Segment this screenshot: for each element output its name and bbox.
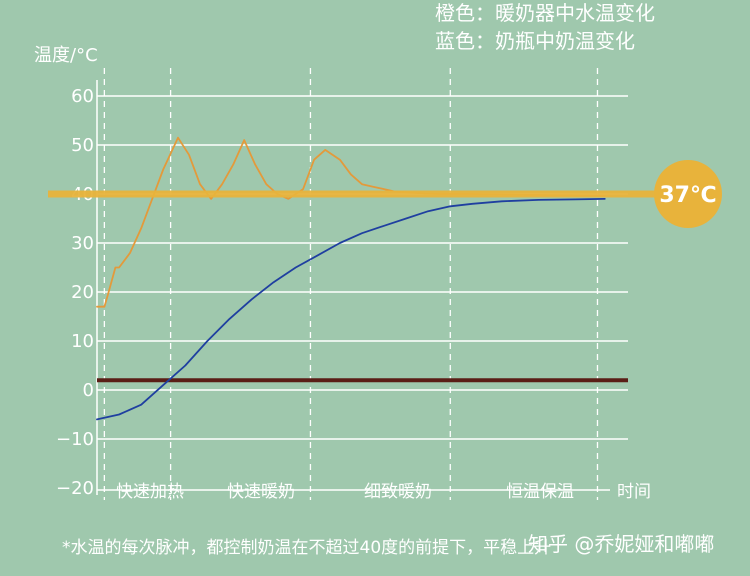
- legend-blue: 蓝色：奶瓶中奶温变化: [435, 29, 635, 53]
- target-badge: 37℃: [654, 160, 722, 228]
- phase-dividers: [103, 68, 599, 500]
- y-tick-6: 0: [83, 380, 94, 401]
- y-tick-3: 30: [71, 233, 94, 254]
- legend-orange: 橙色：暖奶器中水温变化: [435, 1, 655, 25]
- phase-label-0: 快速加热: [116, 482, 184, 502]
- y-tick-1: 50: [71, 135, 94, 156]
- target-badge-label: 37℃: [659, 183, 716, 208]
- footnote: *水温的每次脉冲，都控制奶温在不超过40度的前提下，平稳上升: [62, 538, 551, 558]
- y-tick-8: −20: [56, 478, 94, 499]
- x-axis-label: 时间: [617, 482, 651, 502]
- watermark: 知乎 @乔妮娅和嘟嘟: [528, 532, 714, 556]
- y-tick-0: 60: [71, 86, 94, 107]
- series-line-1: [96, 197, 606, 421]
- phase-labels: 快速加热 快速暖奶 细致暖奶 恒温保温: [116, 482, 574, 502]
- phase-label-3: 恒温保温: [506, 482, 574, 502]
- y-tick-7: −10: [56, 429, 94, 450]
- series: [96, 136, 606, 421]
- grid: [97, 95, 628, 440]
- phase-label-1: 快速暖奶: [227, 482, 295, 502]
- phase-label-2: 细致暖奶: [364, 482, 432, 502]
- y-tick-labels: 6050403020100−10−20: [56, 86, 94, 499]
- axes: [96, 80, 610, 495]
- legend: 橙色：暖奶器中水温变化 蓝色：奶瓶中奶温变化: [435, 1, 655, 53]
- y-tick-4: 20: [71, 282, 94, 303]
- series-line-0: [96, 136, 606, 308]
- target-badge-circle: [654, 160, 722, 228]
- y-axis-label: 温度/°C: [34, 45, 98, 66]
- y-tick-5: 10: [71, 331, 94, 352]
